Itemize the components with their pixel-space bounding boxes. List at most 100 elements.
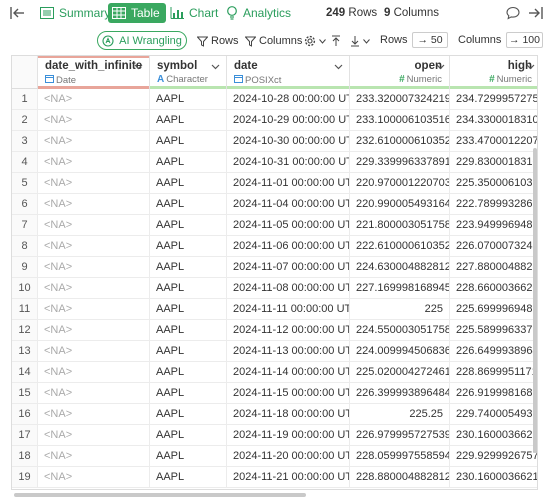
table-cell[interactable]: 234.7299957275: [450, 89, 537, 110]
table-cell[interactable]: 225.5899963378: [450, 320, 537, 341]
table-cell[interactable]: <NA>: [38, 446, 150, 467]
settings-button[interactable]: [304, 33, 326, 49]
rows-filter-button[interactable]: Rows: [197, 33, 239, 49]
comment-icon[interactable]: [506, 6, 520, 20]
column-header-symbol[interactable]: symbol A Character: [150, 56, 227, 89]
column-header-date-with-infinite[interactable]: date_with_infinite Date: [38, 56, 150, 89]
table-cell[interactable]: <NA>: [38, 152, 150, 173]
back-icon[interactable]: [9, 5, 25, 21]
table-cell[interactable]: 228.8699951171: [450, 362, 537, 383]
table-cell[interactable]: 228.6600036621: [450, 278, 537, 299]
chevron-down-icon[interactable]: [134, 62, 143, 71]
table-cell[interactable]: 229.7400054931: [450, 404, 537, 425]
collapse-panel-icon[interactable]: [528, 5, 544, 21]
table-cell[interactable]: AAPL: [150, 362, 227, 383]
tab-analytics[interactable]: Analytics: [222, 3, 297, 23]
table-cell[interactable]: 227.8800048828: [450, 257, 537, 278]
table-cell[interactable]: 2024-11-01 00:00:00 UTC: [227, 173, 350, 194]
table-cell[interactable]: AAPL: [150, 278, 227, 299]
table-cell[interactable]: AAPL: [150, 446, 227, 467]
columns-limit-input[interactable]: → 100: [506, 32, 543, 48]
table-cell[interactable]: 227.169998168945: [350, 278, 450, 299]
vertical-scrollbar[interactable]: [533, 148, 537, 453]
table-cell[interactable]: <NA>: [38, 383, 150, 404]
chevron-down-icon[interactable]: [334, 62, 343, 71]
columns-filter-button[interactable]: Columns: [245, 33, 302, 49]
table-cell[interactable]: <NA>: [38, 110, 150, 131]
table-cell[interactable]: 232.610000610352: [350, 131, 450, 152]
table-cell[interactable]: 2024-11-08 00:00:00 UTC: [227, 278, 350, 299]
table-cell[interactable]: 2024-11-13 00:00:00 UTC: [227, 341, 350, 362]
rows-limit-input[interactable]: → 50: [412, 32, 448, 48]
table-cell[interactable]: 2024-11-21 00:00:00 UTC: [227, 467, 350, 488]
table-cell[interactable]: 226.6499938964: [450, 341, 537, 362]
table-cell[interactable]: 222.7899932861: [450, 194, 537, 215]
table-cell[interactable]: 229.8300018310: [450, 152, 537, 173]
table-cell[interactable]: 2024-11-11 00:00:00 UTC: [227, 299, 350, 320]
scroll-bottom-button[interactable]: [350, 33, 370, 49]
table-cell[interactable]: AAPL: [150, 320, 227, 341]
table-cell[interactable]: 2024-10-30 00:00:00 UTC: [227, 131, 350, 152]
table-cell[interactable]: 229.9299926757: [450, 446, 537, 467]
table-cell[interactable]: 2024-11-07 00:00:00 UTC: [227, 257, 350, 278]
table-cell[interactable]: <NA>: [38, 467, 150, 488]
table-cell[interactable]: 2024-11-14 00:00:00 UTC: [227, 362, 350, 383]
table-cell[interactable]: 223.9499969482: [450, 215, 537, 236]
table-cell[interactable]: AAPL: [150, 152, 227, 173]
column-header-high[interactable]: high # Numeric: [450, 56, 537, 89]
table-cell[interactable]: AAPL: [150, 425, 227, 446]
table-cell[interactable]: 220.970001220703: [350, 173, 450, 194]
ai-wrangling-button[interactable]: AI Wrangling: [97, 31, 187, 50]
tab-chart[interactable]: Chart: [166, 3, 224, 23]
table-cell[interactable]: 224.550003051758: [350, 320, 450, 341]
table-cell[interactable]: AAPL: [150, 215, 227, 236]
table-cell[interactable]: <NA>: [38, 131, 150, 152]
table-cell[interactable]: <NA>: [38, 404, 150, 425]
table-cell[interactable]: AAPL: [150, 173, 227, 194]
table-cell[interactable]: 2024-11-04 00:00:00 UTC: [227, 194, 350, 215]
table-cell[interactable]: 224.630004882812: [350, 257, 450, 278]
table-cell[interactable]: 233.4700012207: [450, 131, 537, 152]
column-header-date[interactable]: date POSIXct: [227, 56, 350, 89]
table-cell[interactable]: AAPL: [150, 383, 227, 404]
table-cell[interactable]: 233.320007324219: [350, 89, 450, 110]
table-cell[interactable]: 220.990005493164: [350, 194, 450, 215]
table-cell[interactable]: 224.009994506836: [350, 341, 450, 362]
table-cell[interactable]: 226.9199981689: [450, 383, 537, 404]
table-cell[interactable]: 225.3500061035: [450, 173, 537, 194]
chevron-down-icon[interactable]: [526, 62, 535, 71]
table-cell[interactable]: AAPL: [150, 89, 227, 110]
tab-table[interactable]: Table: [108, 3, 166, 23]
table-cell[interactable]: 2024-11-06 00:00:00 UTC: [227, 236, 350, 257]
table-cell[interactable]: <NA>: [38, 320, 150, 341]
table-cell[interactable]: 226.399993896484: [350, 383, 450, 404]
table-cell[interactable]: 228.059997558594: [350, 446, 450, 467]
table-cell[interactable]: 2024-10-28 00:00:00 UTC: [227, 89, 350, 110]
table-cell[interactable]: <NA>: [38, 341, 150, 362]
table-cell[interactable]: 233.100006103516: [350, 110, 450, 131]
table-cell[interactable]: <NA>: [38, 362, 150, 383]
table-cell[interactable]: <NA>: [38, 89, 150, 110]
table-cell[interactable]: 2024-11-18 00:00:00 UTC: [227, 404, 350, 425]
table-cell[interactable]: 2024-11-19 00:00:00 UTC: [227, 425, 350, 446]
table-cell[interactable]: 2024-11-12 00:00:00 UTC: [227, 320, 350, 341]
table-cell[interactable]: AAPL: [150, 257, 227, 278]
table-cell[interactable]: 2024-11-15 00:00:00 UTC: [227, 383, 350, 404]
table-cell[interactable]: AAPL: [150, 131, 227, 152]
table-cell[interactable]: 2024-11-20 00:00:00 UTC: [227, 446, 350, 467]
table-cell[interactable]: 228.880004882812: [350, 467, 450, 488]
tab-summary[interactable]: Summary: [36, 3, 116, 23]
table-cell[interactable]: 226.0700073242: [450, 236, 537, 257]
table-cell[interactable]: <NA>: [38, 278, 150, 299]
table-cell[interactable]: 226.979995727539: [350, 425, 450, 446]
table-cell[interactable]: <NA>: [38, 215, 150, 236]
table-cell[interactable]: <NA>: [38, 236, 150, 257]
table-cell[interactable]: 225.6999969482: [450, 299, 537, 320]
table-cell[interactable]: AAPL: [150, 341, 227, 362]
table-cell[interactable]: AAPL: [150, 404, 227, 425]
scroll-top-button[interactable]: [331, 33, 341, 49]
table-cell[interactable]: 2024-10-29 00:00:00 UTC: [227, 110, 350, 131]
table-cell[interactable]: 225.020004272461: [350, 362, 450, 383]
table-cell[interactable]: 229.339996337891: [350, 152, 450, 173]
table-cell[interactable]: 222.610000610352: [350, 236, 450, 257]
